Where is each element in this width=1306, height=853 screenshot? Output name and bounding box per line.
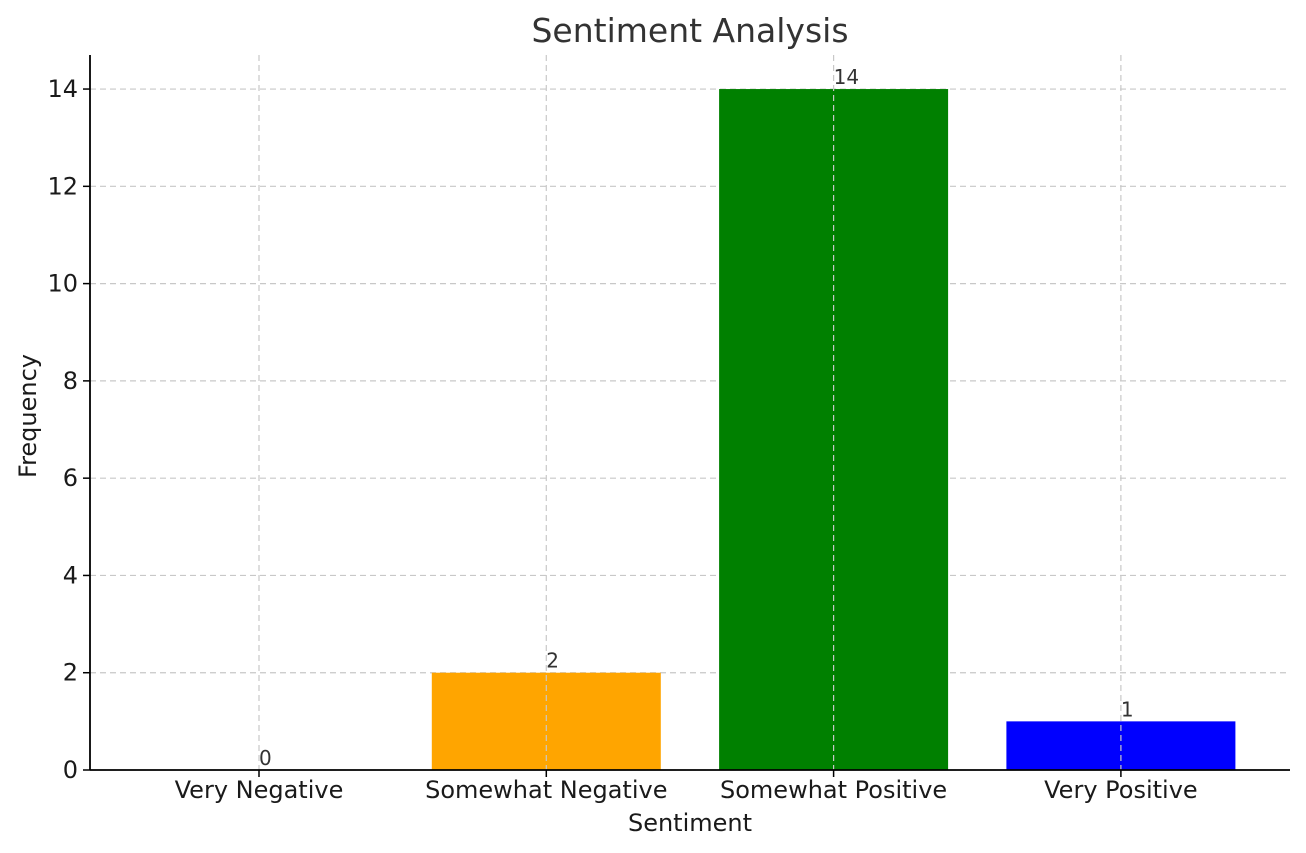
y-tick-label: 0 (63, 756, 78, 784)
data-label: 2 (546, 649, 559, 673)
y-tick-label: 10 (47, 270, 78, 298)
axes (89, 55, 1290, 771)
data-label: 0 (259, 746, 272, 770)
chart-title: Sentiment Analysis (531, 11, 848, 50)
data-label: 1 (1121, 697, 1134, 721)
y-tick-label: 2 (63, 659, 78, 687)
gridlines (90, 88, 1290, 771)
x-axis-label: Sentiment (628, 809, 752, 837)
x-tick-label: Very Negative (175, 776, 344, 804)
x-tick-label: Somewhat Negative (425, 776, 667, 804)
y-tick-label: 6 (63, 464, 78, 492)
x-tick-label: Very Positive (1044, 776, 1198, 804)
y-axis-label: Frequency (14, 354, 42, 478)
y-axis-ticks: 0 2 4 6 8 10 12 14 (47, 75, 90, 784)
y-tick-label: 4 (63, 561, 78, 589)
data-label: 14 (834, 65, 859, 89)
x-tick-label: Somewhat Positive (720, 776, 947, 804)
y-tick-label: 8 (63, 367, 78, 395)
y-tick-label: 14 (47, 75, 78, 103)
y-tick-label: 12 (47, 172, 78, 200)
x-axis-ticks: Very Negative Somewhat Negative Somewhat P… (175, 770, 1198, 804)
data-labels: 0 2 14 1 (259, 65, 1134, 770)
